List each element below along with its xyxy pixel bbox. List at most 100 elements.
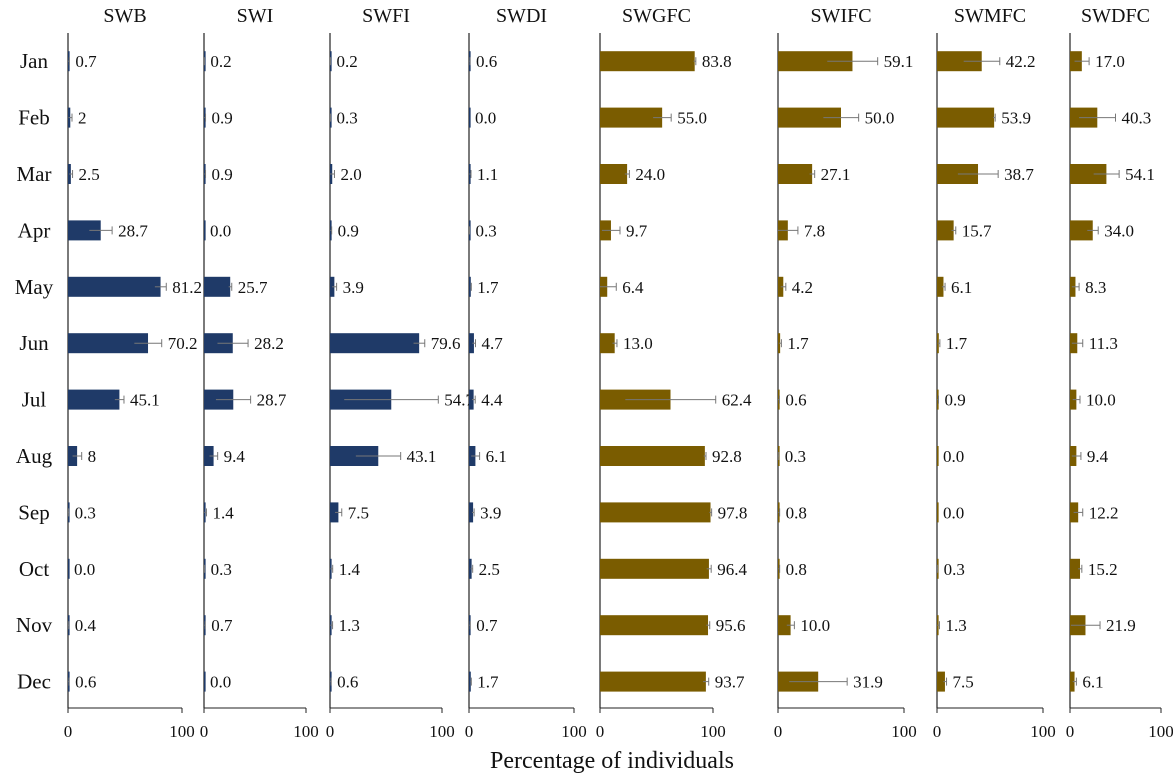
data-label-swdi-apr: 0.3 bbox=[476, 221, 497, 240]
tick-label-swb-0: 0 bbox=[64, 722, 73, 741]
data-label-swifc-apr: 7.8 bbox=[804, 221, 825, 240]
bar-swmfc-aug bbox=[937, 446, 939, 466]
data-label-swgfc-jan: 83.8 bbox=[702, 52, 732, 71]
data-label-swmfc-apr: 15.7 bbox=[962, 221, 992, 240]
tick-label-swfi-0: 0 bbox=[326, 722, 335, 741]
data-label-swdfc-oct: 15.2 bbox=[1088, 560, 1118, 579]
data-label-swi-jul: 28.7 bbox=[257, 391, 287, 410]
data-label-swi-may: 25.7 bbox=[238, 278, 268, 297]
tick-label-swdi-0: 0 bbox=[465, 722, 474, 741]
panel-title-swi: SWI bbox=[237, 5, 274, 27]
panel-title-swb: SWB bbox=[103, 5, 146, 27]
data-label-swgfc-feb: 55.0 bbox=[677, 109, 707, 128]
bar-swb-jul bbox=[68, 389, 120, 410]
data-label-swgfc-dec: 93.7 bbox=[715, 673, 745, 692]
data-label-swdi-jul: 4.4 bbox=[481, 391, 503, 410]
data-label-swmfc-nov: 1.3 bbox=[945, 616, 966, 635]
data-label-swfi-sep: 7.5 bbox=[348, 503, 369, 522]
panel-title-swdfc: SWDFC bbox=[1081, 5, 1150, 27]
data-label-swb-aug: 8 bbox=[88, 447, 97, 466]
bar-swdfc-oct bbox=[1070, 558, 1081, 579]
data-label-swdi-aug: 6.1 bbox=[486, 447, 507, 466]
panel-swb: SWB 0 100 0.7 2 2.5 28.7 81.2 70.2 45.1 8 0.3 0.0 0.4… bbox=[64, 5, 202, 741]
data-label-swb-jan: 0.7 bbox=[75, 52, 97, 71]
data-label-swi-jan: 0.2 bbox=[210, 52, 231, 71]
panel-swmfc: SWMFC 0 100 42.2 53.9 38.7 15.7 6.1 1.7 0.9 0.0 0.0… bbox=[933, 5, 1056, 741]
data-label-swb-nov: 0.4 bbox=[75, 616, 97, 635]
data-label-swmfc-aug: 0.0 bbox=[943, 447, 964, 466]
data-label-swdfc-nov: 21.9 bbox=[1106, 616, 1136, 635]
bar-swdi-oct bbox=[469, 558, 472, 579]
data-label-swfi-jun: 79.6 bbox=[431, 334, 461, 353]
bar-swifc-mar bbox=[778, 164, 813, 184]
data-label-swmfc-jan: 42.2 bbox=[1006, 52, 1036, 71]
data-label-swmfc-oct: 0.3 bbox=[944, 560, 965, 579]
tick-label-swi-0: 0 bbox=[200, 722, 209, 741]
chart-panels: SWB 0 100 0.7 2 2.5 28.7 81.2 70.2 45.1 8 0.3 0.0 0.4… bbox=[64, 5, 1173, 741]
data-label-swi-sep: 1.4 bbox=[212, 503, 234, 522]
month-label-feb: Feb bbox=[18, 106, 50, 130]
data-label-swdi-oct: 2.5 bbox=[479, 560, 500, 579]
bar-swdfc-mar bbox=[1070, 164, 1107, 184]
data-label-swb-dec: 0.6 bbox=[75, 673, 96, 692]
month-label-sep: Sep bbox=[18, 500, 50, 524]
data-label-swdi-sep: 3.9 bbox=[480, 503, 501, 522]
data-label-swb-apr: 28.7 bbox=[118, 221, 148, 240]
x-axis-title: Percentage of individuals bbox=[490, 748, 734, 774]
data-label-swfi-may: 3.9 bbox=[343, 278, 364, 297]
data-label-swmfc-may: 6.1 bbox=[951, 278, 972, 297]
bar-swgfc-oct bbox=[600, 558, 709, 579]
data-label-swgfc-oct: 96.4 bbox=[717, 560, 747, 579]
data-label-swb-jul: 45.1 bbox=[130, 391, 160, 410]
data-label-swi-apr: 0.0 bbox=[210, 221, 231, 240]
bar-swdfc-dec bbox=[1070, 671, 1075, 692]
data-label-swdfc-jan: 17.0 bbox=[1095, 52, 1125, 71]
panel-title-swdi: SWDI bbox=[496, 5, 547, 27]
panel-title-swfi: SWFI bbox=[362, 5, 410, 27]
data-label-swgfc-jul: 62.4 bbox=[722, 391, 752, 410]
tick-label-swmfc-100: 100 bbox=[1030, 722, 1056, 741]
bar-swifc-may bbox=[778, 276, 784, 297]
bar-swi-apr bbox=[204, 220, 206, 241]
panel-swi: SWI 0 100 0.2 0.9 0.9 0.0 25.7 28.2 28.7 9.4 1.4 0.3… bbox=[200, 5, 319, 741]
data-label-swb-may: 81.2 bbox=[172, 278, 202, 297]
data-label-swdfc-sep: 12.2 bbox=[1089, 503, 1119, 522]
data-label-swmfc-dec: 7.5 bbox=[953, 673, 974, 692]
month-label-jan: Jan bbox=[20, 49, 48, 73]
bar-swmfc-jan bbox=[937, 51, 982, 72]
bar-swgfc-mar bbox=[600, 164, 628, 184]
bar-swmfc-mar bbox=[937, 164, 979, 184]
month-label-jun: Jun bbox=[19, 331, 49, 355]
data-label-swdfc-jul: 10.0 bbox=[1086, 391, 1116, 410]
data-label-swb-feb: 2 bbox=[78, 109, 87, 128]
bar-swmfc-feb bbox=[937, 107, 995, 128]
panel-title-swifc: SWIFC bbox=[810, 5, 871, 27]
bar-swfi-sep bbox=[330, 502, 339, 523]
data-label-swdfc-mar: 54.1 bbox=[1125, 165, 1155, 184]
bar-swifc-nov bbox=[778, 615, 791, 636]
tick-label-swdfc-100: 100 bbox=[1148, 722, 1173, 741]
bar-swmfc-apr bbox=[937, 220, 954, 241]
data-label-swdi-feb: 0.0 bbox=[475, 109, 496, 128]
tick-label-swi-100: 100 bbox=[293, 722, 319, 741]
month-label-dec: Dec bbox=[17, 670, 51, 694]
data-label-swifc-mar: 27.1 bbox=[821, 165, 851, 184]
data-label-swifc-jan: 59.1 bbox=[884, 52, 914, 71]
tick-label-swdfc-0: 0 bbox=[1066, 722, 1075, 741]
data-label-swifc-aug: 0.3 bbox=[785, 447, 806, 466]
tick-label-swdi-100: 100 bbox=[561, 722, 587, 741]
bar-swfi-aug bbox=[330, 446, 379, 466]
data-label-swfi-mar: 2.0 bbox=[340, 165, 361, 184]
bar-swb-may bbox=[68, 276, 161, 297]
bar-swgfc-aug bbox=[600, 446, 705, 466]
bar-swdi-sep bbox=[469, 502, 474, 523]
month-label-oct: Oct bbox=[19, 557, 49, 581]
tick-label-swgfc-100: 100 bbox=[700, 722, 726, 741]
data-label-swifc-may: 4.2 bbox=[792, 278, 813, 297]
data-label-swgfc-jun: 13.0 bbox=[623, 334, 653, 353]
data-label-swi-nov: 0.7 bbox=[211, 616, 233, 635]
data-label-swfi-aug: 43.1 bbox=[407, 447, 437, 466]
data-label-swdfc-feb: 40.3 bbox=[1122, 109, 1152, 128]
month-label-may: May bbox=[15, 275, 54, 299]
tick-label-swmfc-0: 0 bbox=[933, 722, 942, 741]
